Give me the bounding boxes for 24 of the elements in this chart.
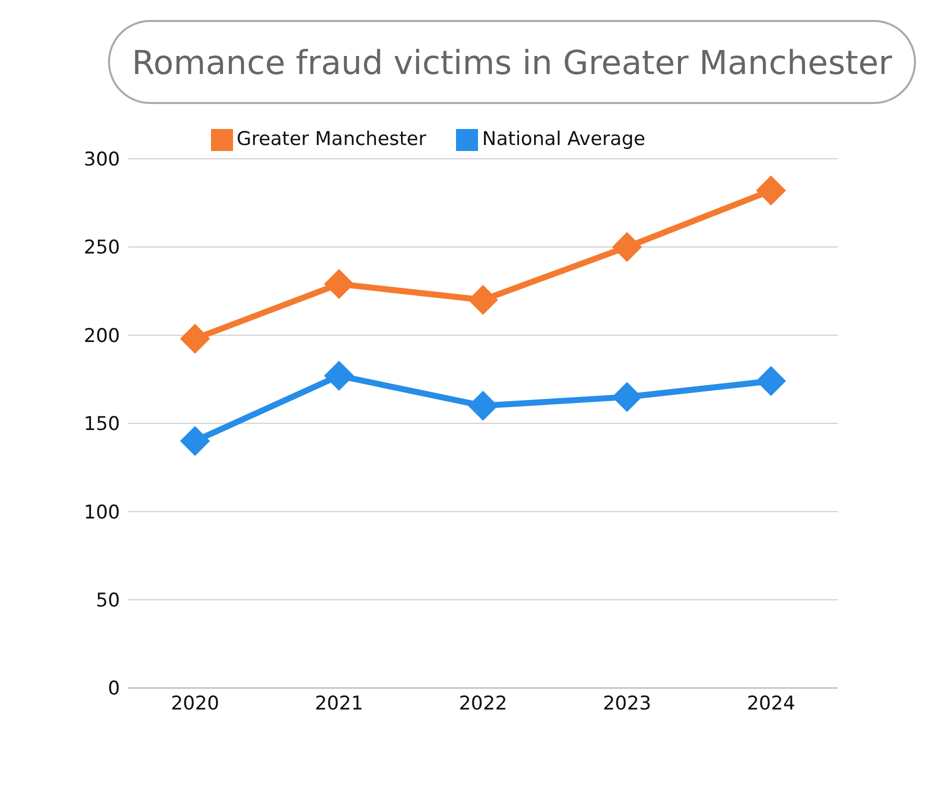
point	[468, 390, 498, 421]
x-tick-label: 2022	[458, 692, 508, 714]
point	[756, 176, 786, 206]
x-tick-label: 2021	[314, 692, 364, 714]
y-tick-label: 0	[108, 678, 120, 700]
y-tick-label: 150	[84, 413, 120, 436]
point	[612, 232, 642, 262]
y-tick-label: 300	[84, 148, 120, 171]
y-tick-label: 100	[84, 501, 120, 524]
y-tick-label: 250	[84, 236, 120, 259]
y-tick-label: 200	[84, 324, 120, 347]
x-tick-label: 2023	[602, 692, 652, 714]
legend-label: Greater Manchester	[236, 128, 426, 150]
y-tick-label: 50	[96, 590, 120, 612]
point	[180, 324, 210, 354]
point	[324, 360, 354, 391]
x-tick-label: 2020	[170, 692, 220, 714]
point	[612, 382, 642, 412]
point	[324, 269, 354, 300]
point	[756, 366, 786, 396]
point	[468, 284, 498, 315]
x-tick-label: 2024	[746, 692, 796, 714]
legend-label: National Average	[482, 128, 646, 150]
point	[180, 426, 210, 456]
